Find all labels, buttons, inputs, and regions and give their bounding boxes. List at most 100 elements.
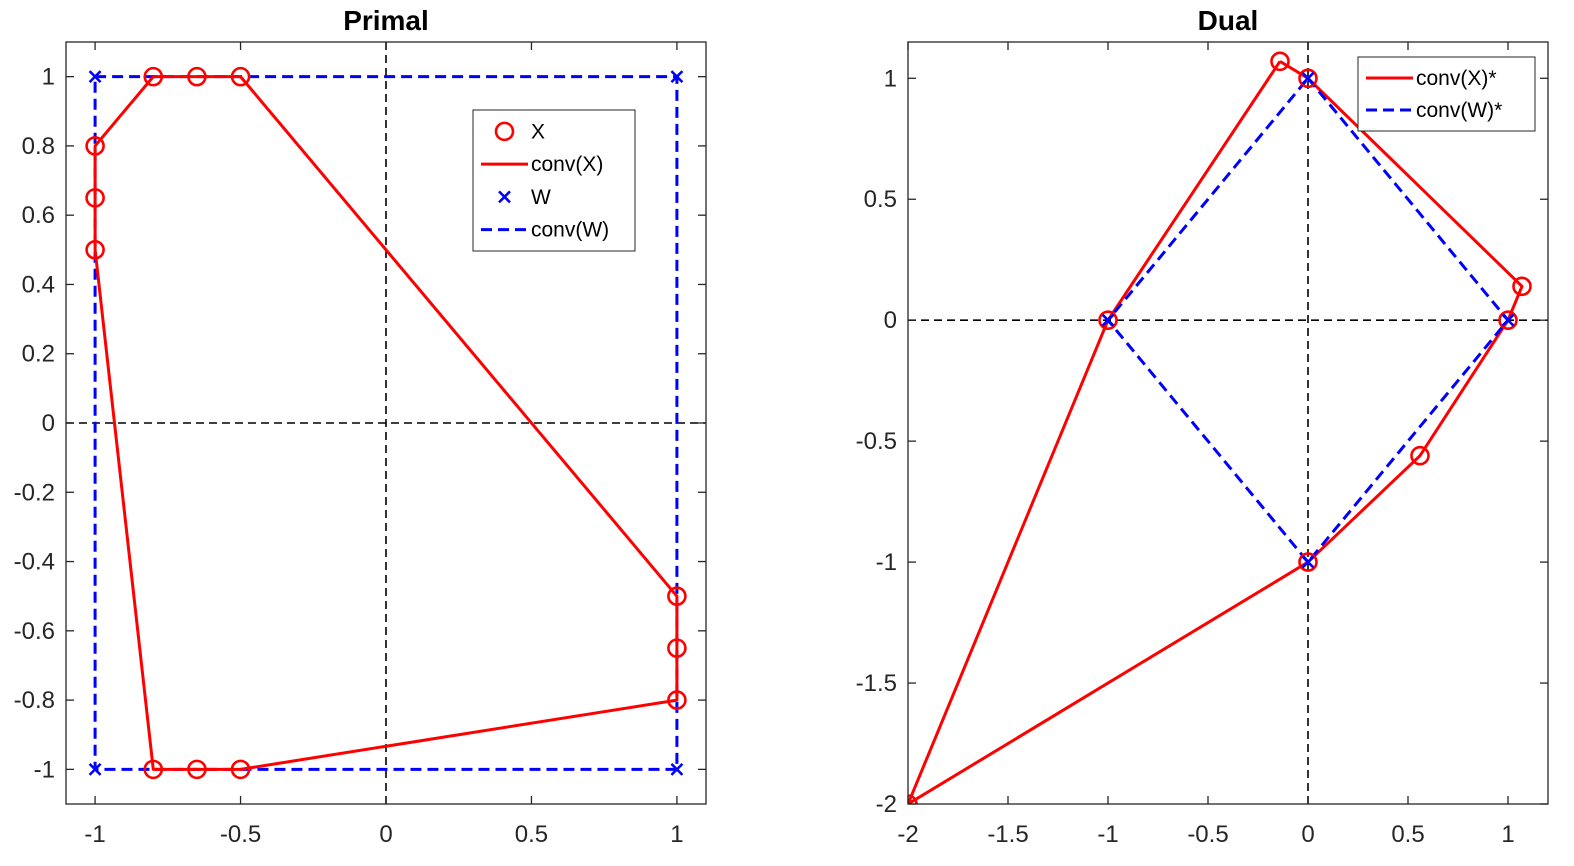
x-tick-label: 0.5 [515,821,548,848]
x-stroke [88,70,102,84]
x-tick-label: 0.5 [1391,821,1424,848]
data-point [88,762,102,776]
data-point [143,66,164,87]
data-point [1498,310,1518,330]
legend-item: X [494,120,545,143]
data-point [1298,552,1318,572]
legend-swatch-marker [494,121,515,142]
data-point [1301,71,1315,85]
legend-item: conv(W)* [1366,99,1502,122]
series-w-vertices [1101,71,1515,569]
y-tick-label: -0.6 [14,618,55,645]
x-stroke [670,762,684,776]
legend-box [472,109,636,252]
series-conv-x- [93,75,679,771]
y-tick-label: -0.2 [14,479,55,506]
legend-label: conv(X)* [1416,67,1497,90]
data-point [1270,51,1290,72]
data-point [1098,310,1118,330]
data-point [667,586,687,606]
y-tick-label: 0.2 [22,341,55,368]
legend-swatch-marker [498,190,511,204]
y-tick-label: 1 [884,65,897,92]
y-tick-label: -1 [876,549,897,576]
legend-item: conv(W) [481,219,609,242]
x-stroke [498,190,511,204]
legend-item: conv(X) [481,153,603,176]
y-tick-label: 1 [42,64,55,91]
series-x [85,66,687,780]
legend-label: conv(W)* [1416,99,1502,122]
legend: conv(X)* conv(W)* [1357,56,1536,132]
x-tick-label: 1 [1501,821,1514,848]
data-point [670,70,684,84]
y-tick-label: 0.6 [22,202,55,229]
data-point [85,188,105,208]
plot-area [66,42,706,804]
y-tick-label: -1 [34,756,55,783]
y-tick-label: -2 [876,791,897,818]
x-tick-label: -0.5 [1187,821,1228,848]
data-point [187,759,207,780]
data-point [1301,555,1315,569]
x-tick-label: -2 [897,821,918,848]
data-point [667,638,687,658]
x-tick-label: 1 [670,821,683,848]
series-conv-w- [1106,77,1510,564]
data-point [1501,313,1515,327]
x-stroke [1501,313,1515,327]
data-point [667,690,687,710]
chart-title: Dual [1198,5,1259,36]
legend-label: X [531,120,545,143]
data-point [143,759,164,780]
y-tick-label: 0 [884,307,897,334]
data-point [230,759,251,780]
data-point [85,240,105,260]
y-tick-label: 0.8 [22,133,55,160]
legend-box [1357,56,1536,132]
y-tick-label: 0.4 [22,271,55,298]
y-tick-label: -1.5 [856,670,897,697]
series-conv-x- [908,60,1524,804]
data-point [88,70,102,84]
x-tick-label: -1 [1097,821,1118,848]
x-tick-label: 0 [379,821,392,848]
axes-box [907,41,1549,805]
series-line [908,60,1524,804]
dual-chart: Dual -2 -1.5 -1 -0.5 0 0.5 1 -2 -1.5 -1 -0.5 0 0.5 1 co… [856,5,1549,848]
legend-label: conv(X) [531,153,603,176]
series-w [88,70,684,776]
x-stroke [1301,555,1315,569]
data-point [1512,276,1532,297]
data-point [1410,445,1430,466]
series-line [93,75,679,771]
legend-item: conv(X)* [1366,67,1497,90]
series-x-vertices [908,51,1532,804]
primal-chart: Primal -1 -0.5 0 0.5 1 -1 -0.8 -0.6 -0.4 -0.2 0 0.2 0… [14,5,707,848]
series-line [1106,77,1510,564]
data-point [1101,313,1115,327]
x-tick-label: 0 [1301,821,1314,848]
y-tick-label: -0.8 [14,687,55,714]
x-stroke [1301,71,1315,85]
data-point [1298,68,1318,89]
y-tick-label: -0.5 [856,428,897,455]
chart-title: Primal [343,5,429,36]
x-tick-label: -0.5 [220,821,261,848]
x-stroke [88,762,102,776]
y-tick-label: 0.5 [864,186,897,213]
x-stroke [1101,313,1115,327]
plot-area [908,42,1548,804]
legend-label: conv(W) [531,219,609,242]
legend-label: W [531,186,551,209]
data-point [85,136,105,156]
data-point [187,66,207,87]
x-tick-label: -1.5 [987,821,1028,848]
y-tick-label: 0 [42,410,55,437]
y-tick-label: -0.4 [14,549,55,576]
x-tick-label: -1 [84,821,105,848]
data-point [670,762,684,776]
x-stroke [670,70,684,84]
